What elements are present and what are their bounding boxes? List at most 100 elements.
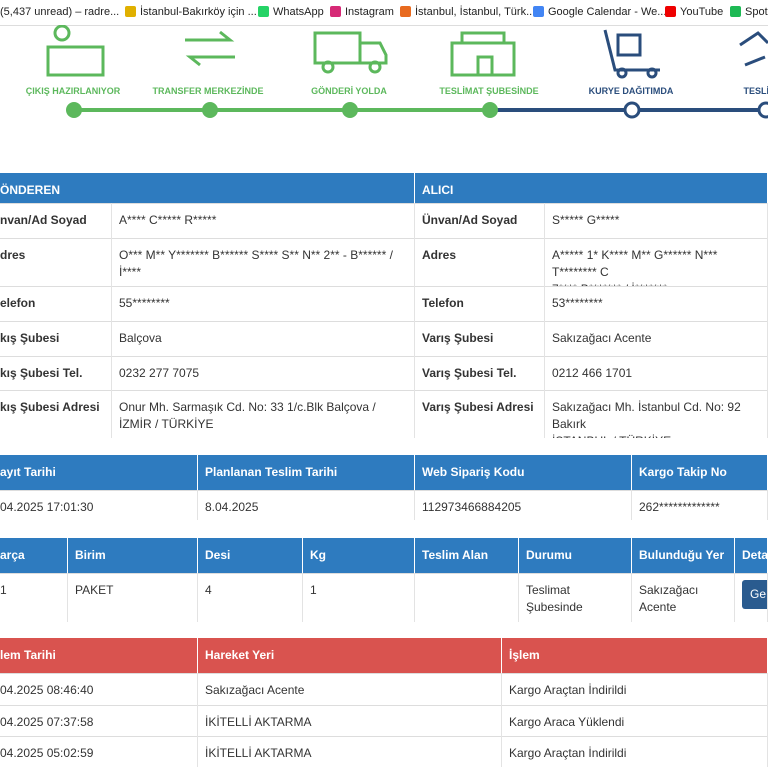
table-cell: PAKET [68,573,198,622]
table-cell: elefon [0,286,112,321]
step-label: TRANSFER MERKEZİNDE [152,86,264,96]
table-cell: 55******** [112,286,415,321]
table-header: lem Tarihi Hareket Yeri İşlem [0,638,768,674]
bookmark: Instagram [330,6,394,18]
step-label: TESLİM [743,86,768,96]
table-cell: 0232 277 7075 [112,356,415,390]
table-cell: 0212 466 1701 [545,356,768,390]
bookmark-label: İstanbul, İstanbul, Türk... [415,6,536,18]
header-cell: Planlanan Teslim Tarihi [198,455,415,490]
table-row: 04.2025 08:46:40 Sakızağacı Acente Kargo A… [0,673,768,706]
bookmark: Spoti [730,6,768,18]
bookmark: YouTube [665,6,723,18]
bookmark-icon [533,6,544,17]
table-cell: O*** M** Y******* B****** S**** S** N** … [112,238,415,286]
table-cell: Adres [415,238,545,286]
table-header: arça Birim Desi Kg Teslim Alan Durumu Bulunduğ… [0,538,768,574]
bookmark-icon [330,6,341,17]
table-cell: Onur Mh. Sarmaşık Cd. No: 33 1/c.Blk Bal… [112,390,415,438]
bookmark-icon [730,6,741,17]
header-cell: Bulunduğu Yer [632,538,735,573]
table-row: 04.2025 17:01:30 8.04.2025 112973466884205… [0,490,768,520]
detail-button[interactable]: Ge [742,580,767,609]
table-cell: Varış Şubesi Adresi [415,390,545,438]
table-cell: kış Şubesi [0,321,112,356]
bookmark: (5,437 unread) – radre... [0,6,119,18]
table-cell: Teslimat Şubesinde [519,573,632,622]
bookmark-icon [258,6,269,17]
header-cell: ayıt Tarihi [0,455,198,490]
header-cell: Teslim Alan [415,538,519,573]
step-label: ÇIKIŞ HAZIRLANIYOR [25,86,121,96]
header-cell: Deta [735,538,768,573]
table-cell: kış Şubesi Tel. [0,356,112,390]
table-row: nvan/Ad Soyad A**** C***** R***** Ünvan/Ad… [0,203,768,239]
table-cell: A***** 1* K**** M** G****** N*** T******… [545,238,768,286]
table-header: ÖNDEREN ALICI [0,173,768,204]
table-row: 04.2025 05:02:59 İKİTELLİ AKTARMA Kargo Ar… [0,736,768,767]
table-cell: Ünvan/Ad Soyad [415,203,545,238]
table-row: kış Şubesi Tel. 0232 277 7075 Varış Şubesi… [0,356,768,391]
bookmark: WhatsApp [258,6,324,18]
table-cell: Kargo Araca Yüklendi [502,705,768,736]
table-cell: 04.2025 05:02:59 [0,736,198,767]
table-cell: 1 [303,573,415,622]
bookmark-label: (5,437 unread) – radre... [0,6,120,18]
table-cell: nvan/Ad Soyad [0,203,112,238]
table-cell: kış Şubesi Adresi [0,390,112,438]
header-cell: lem Tarihi [0,638,198,673]
table-cell: Sakızağacı Acente [632,573,735,622]
header-cell: Kargo Takip No [632,455,768,490]
bookmark-label: Spoti [745,6,768,18]
bookmark: İstanbul-Bakırköy için ... [125,6,257,18]
table-cell: Kargo Araçtan İndirildi [502,673,768,705]
bookmarks-bar: (5,437 unread) – radre... İstanbul-Bakırk… [0,0,768,26]
table-cell: Sakızağacı Mh. İstanbul Cd. No: 92 Bakır… [545,390,768,438]
header-cell: İşlem [502,638,768,673]
party-table: ÖNDEREN ALICI nvan/Ad Soyad A**** C***** R*… [0,173,768,438]
step-label: GÖNDERİ YOLDA [311,86,387,96]
info-table: ayıt Tarihi Planlanan Teslim Tarihi Web Si… [0,455,768,520]
table-row: dres O*** M** Y******* B****** S**** S** … [0,238,768,287]
table-row: 04.2025 07:37:58 İKİTELLİ AKTARMA Kargo Ar… [0,705,768,737]
bookmark-label: YouTube [680,6,724,18]
bookmark: Google Calendar - We... [533,6,666,18]
table-cell: A**** C***** R***** [112,203,415,238]
table-cell: 04.2025 07:37:58 [0,705,198,736]
bookmark-label: Instagram [345,6,394,18]
bookmark-label: WhatsApp [273,6,324,18]
header-cell: Durumu [519,538,632,573]
bookmark-label: Google Calendar - We... [548,6,667,18]
header-cell: Desi [198,538,303,573]
table-cell [415,573,519,622]
table-cell: 04.2025 08:46:40 [0,673,198,705]
table-cell: Ge [735,573,768,622]
header-cell: Hareket Yeri [198,638,502,673]
bookmark-label: İstanbul-Bakırköy için ... [140,6,257,18]
table-cell: İKİTELLİ AKTARMA [198,705,502,736]
table-row: kış Şubesi Balçova Varış Şubesi Sakızağacı … [0,321,768,357]
progress-icons [46,25,768,119]
table-cell: 8.04.2025 [198,490,415,520]
header-cell: ÖNDEREN [0,173,415,203]
table-row: elefon 55******** Telefon 53******** [0,286,768,322]
table-cell: S***** G***** [545,203,768,238]
table-row: 1 PAKET 4 1 Teslimat Şubesinde Sakızağacı Ace… [0,573,768,622]
table-cell: Sakızağacı Acente [198,673,502,705]
header-cell: Kg [303,538,415,573]
step-label: KURYE DAĞITIMDA [588,86,674,96]
step-label: TESLİMAT ŞUBESİNDE [439,86,539,96]
table-cell: Varış Şubesi Tel. [415,356,545,390]
table-header: ayıt Tarihi Planlanan Teslim Tarihi Web Si… [0,455,768,491]
movement-table: lem Tarihi Hareket Yeri İşlem 04.2025 08:46… [0,638,768,767]
header-cell: Web Sipariş Kodu [415,455,632,490]
header-cell: arça [0,538,68,573]
table-cell: Varış Şubesi [415,321,545,356]
table-cell: Telefon [415,286,545,321]
table-cell: dres [0,238,112,286]
table-cell: 1 [0,573,68,622]
table-cell: 112973466884205 [415,490,632,520]
table-cell: Sakızağacı Acente [545,321,768,356]
header-cell: Birim [68,538,198,573]
